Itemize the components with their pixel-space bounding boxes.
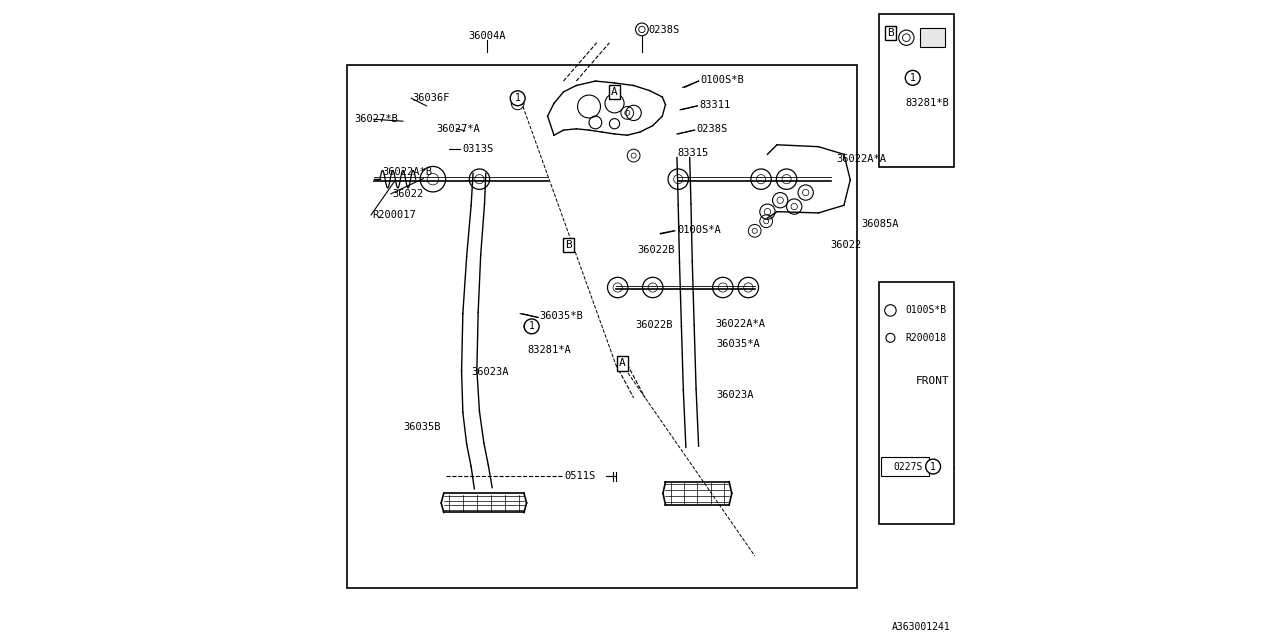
Text: 36023A: 36023A (717, 390, 754, 400)
Text: 36035B: 36035B (403, 422, 440, 432)
Text: 1: 1 (931, 461, 936, 472)
Text: 1: 1 (529, 321, 535, 332)
Text: 36027*A: 36027*A (436, 124, 480, 134)
Bar (879, 282, 954, 524)
Text: 83315: 83315 (677, 148, 708, 158)
Text: 0100S*B: 0100S*B (700, 75, 744, 84)
Text: 0100S*B: 0100S*B (906, 305, 947, 316)
Text: 0238S: 0238S (696, 124, 727, 134)
Text: 0227S: 0227S (893, 461, 923, 472)
Bar (347, 65, 856, 588)
Bar (881, 457, 929, 476)
Text: 36004A: 36004A (468, 31, 506, 42)
Text: 1: 1 (910, 73, 915, 83)
Text: 36036F: 36036F (412, 93, 451, 103)
Bar (920, 28, 945, 47)
Text: 36023A: 36023A (471, 367, 508, 377)
Text: 0511S: 0511S (564, 471, 596, 481)
Text: 36022A*A: 36022A*A (716, 319, 765, 329)
Text: R200018: R200018 (906, 333, 947, 343)
Text: 1: 1 (515, 93, 521, 103)
Text: A363001241: A363001241 (892, 622, 951, 632)
Text: 0238S: 0238S (648, 25, 680, 35)
Text: 36085A: 36085A (861, 220, 899, 229)
Text: 36022: 36022 (829, 240, 861, 250)
Text: R200017: R200017 (372, 210, 416, 220)
Text: 0100S*A: 0100S*A (677, 225, 721, 234)
Text: 83311: 83311 (699, 100, 731, 109)
Text: A: A (611, 87, 618, 97)
Text: A: A (618, 358, 626, 369)
Text: 36035*B: 36035*B (539, 311, 584, 321)
Bar (879, 14, 954, 167)
Text: B: B (566, 240, 572, 250)
Text: 36035*A: 36035*A (716, 339, 759, 349)
Text: 36027*B: 36027*B (355, 115, 398, 124)
Text: 36022: 36022 (393, 189, 424, 199)
Text: 0313S: 0313S (463, 144, 494, 154)
Text: FRONT: FRONT (915, 376, 948, 385)
Text: 83281*A: 83281*A (527, 345, 571, 355)
Text: 36022B: 36022B (636, 320, 673, 330)
Text: 36022A*A: 36022A*A (836, 154, 886, 164)
Text: B: B (887, 28, 893, 38)
Text: 83281*B: 83281*B (905, 99, 948, 108)
Text: 36022A*B: 36022A*B (383, 167, 433, 177)
Text: 36022B: 36022B (637, 245, 675, 255)
